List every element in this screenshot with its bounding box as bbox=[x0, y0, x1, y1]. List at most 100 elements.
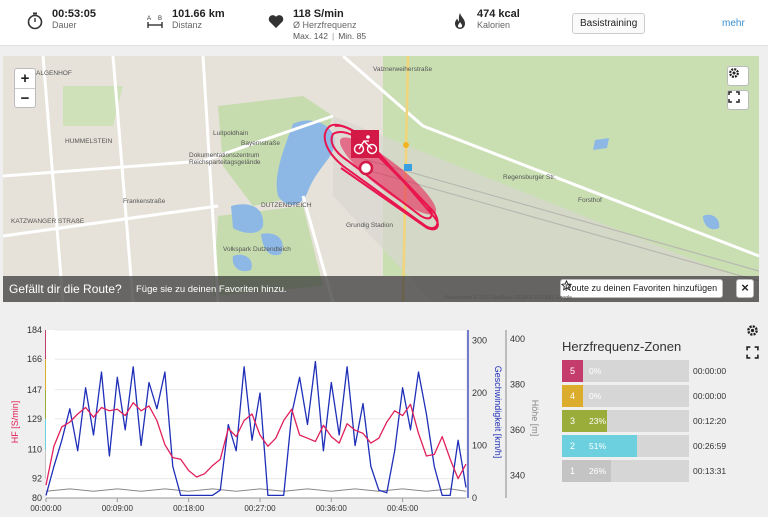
map-label-volkspark: Volkspark Dutzendteich bbox=[223, 246, 291, 253]
zone-bar: 26% bbox=[583, 460, 689, 482]
altitude-tick-label: 360 bbox=[510, 425, 525, 435]
zone-number: 4 bbox=[562, 385, 583, 407]
road-vertical-2 bbox=[111, 56, 135, 302]
distance-label: Distanz bbox=[172, 20, 203, 30]
zone-percent: 51% bbox=[589, 441, 607, 451]
zone-percent: 0% bbox=[589, 366, 602, 376]
calories-value: 474 kcal bbox=[477, 8, 520, 20]
route-map[interactable]: GALGENHOF HUMMELSTEIN Frankenstraße KATZ… bbox=[3, 56, 759, 302]
add-favorite-label: Route zu deinen Favoriten hinzufügen bbox=[565, 283, 718, 293]
zone-time: 00:12:20 bbox=[693, 416, 727, 426]
hr-axis-label: HF [S/min] bbox=[10, 401, 20, 444]
zoom-control: + − bbox=[14, 68, 36, 108]
map-label-galgenhof: GALGENHOF bbox=[31, 70, 72, 77]
banner-text: Füge sie zu deinen Favoriten hinzu. bbox=[136, 284, 287, 295]
zone-percent: 26% bbox=[589, 466, 607, 476]
road-bayernstrasse bbox=[3, 114, 334, 178]
lake-small-2 bbox=[261, 233, 283, 256]
zoom-in-button[interactable]: + bbox=[20, 70, 30, 87]
gear-icon bbox=[746, 324, 758, 336]
more-link[interactable]: mehr bbox=[722, 18, 745, 29]
banner-question: Gefällt dir die Route? bbox=[9, 282, 122, 296]
x-tick-label: 00:18:00 bbox=[173, 504, 205, 512]
speed-tick-label: 0 bbox=[472, 493, 477, 503]
zone-percent: 0% bbox=[589, 391, 602, 401]
altitude-tick-label: 380 bbox=[510, 379, 525, 389]
stat-heart-rate: 118 S/min Ø Herzfrequenz Max. 142 | Min. 8… bbox=[265, 8, 366, 42]
heart-rate-label: Ø Herzfrequenz bbox=[293, 20, 357, 30]
zone-fill bbox=[583, 460, 611, 482]
map-label-valzner: Valznerweiherstraße bbox=[373, 66, 433, 73]
hr-tick-label: 147 bbox=[27, 385, 42, 395]
zone-number: 3 bbox=[562, 410, 583, 432]
heart-rate-min: Min. 85 bbox=[338, 31, 367, 41]
add-favorite-button[interactable]: Route zu deinen Favoriten hinzufügen bbox=[560, 279, 724, 298]
fullscreen-icon bbox=[728, 91, 740, 103]
map-settings-button[interactable] bbox=[727, 66, 749, 86]
altitude-axis-label: Höhe [m] bbox=[530, 400, 540, 437]
x-tick-label: 00:36:00 bbox=[316, 504, 348, 512]
road-vertical-1 bbox=[201, 56, 220, 302]
rail-line-1 bbox=[352, 155, 759, 272]
map-attribution: Kartendaten © 2015 GeoBasis-DE/BKG (©200… bbox=[445, 295, 572, 301]
zone-bar: 51% bbox=[583, 435, 689, 457]
hr-tick-label: 92 bbox=[32, 474, 42, 484]
map-label-grundig-stadion: Grundig Stadion bbox=[346, 222, 393, 229]
map-label-luitpoldhain: Luitpoldhain bbox=[213, 130, 249, 137]
svg-text:A: A bbox=[147, 16, 151, 22]
heart-rate-max: Max. 142 bbox=[293, 31, 328, 41]
zone-time: 00:00:00 bbox=[693, 391, 727, 401]
zone-fill bbox=[583, 435, 638, 457]
zone-fill bbox=[583, 410, 608, 432]
map-label-forsthof: Forsthof bbox=[578, 197, 602, 204]
rail-area bbox=[333, 116, 759, 302]
altitude-tick-label: 400 bbox=[510, 334, 525, 344]
svg-text:B: B bbox=[158, 16, 162, 22]
map-canvas[interactable] bbox=[3, 56, 759, 302]
calories-label: Kalorien bbox=[477, 20, 511, 30]
hr-tick-label: 166 bbox=[27, 354, 42, 364]
map-label-katzwanger: KATZWANGER STRAẞE bbox=[11, 218, 85, 225]
hr-series-line bbox=[45, 402, 467, 486]
map-label-dutzendteich: DUTZENDTEICH bbox=[261, 202, 312, 209]
zone-bar: 0% bbox=[583, 360, 689, 382]
stat-duration: 00:53:05 Dauer bbox=[24, 8, 96, 34]
stopwatch-icon bbox=[24, 8, 46, 34]
close-banner-button[interactable]: × bbox=[736, 279, 754, 298]
map-fullscreen-button[interactable] bbox=[727, 90, 749, 110]
x-tick-label: 00:45:00 bbox=[387, 504, 419, 512]
hr-tick-label: 110 bbox=[28, 445, 42, 455]
road-regensburger bbox=[422, 124, 759, 258]
zone-row: 3 23% 00:12:20 bbox=[562, 410, 758, 432]
hr-zones-title: Herzfrequenz-Zonen bbox=[562, 339, 682, 354]
altitude-tick-label: 340 bbox=[510, 470, 525, 480]
speed-tick-label: 300 bbox=[472, 336, 487, 346]
zoom-out-button[interactable]: − bbox=[15, 88, 35, 107]
chart-fullscreen-button[interactable] bbox=[741, 342, 763, 362]
hr-tick-label: 129 bbox=[27, 414, 42, 424]
map-label-bayernstrasse: Bayernstraße bbox=[241, 140, 281, 147]
x-tick-label: 00:09:00 bbox=[102, 504, 134, 512]
speed-tick-label: 100 bbox=[472, 441, 487, 451]
zone-number: 2 bbox=[562, 435, 583, 457]
chart-settings-button[interactable] bbox=[741, 320, 763, 340]
minmax-separator: | bbox=[331, 31, 335, 41]
zone-number: 1 bbox=[562, 460, 583, 482]
zone-time: 00:00:00 bbox=[693, 366, 727, 376]
lake-dutzendteich bbox=[276, 120, 336, 206]
zone-time: 00:26:59 bbox=[693, 441, 727, 451]
station-marker bbox=[404, 164, 412, 171]
heart-rate-value: 118 S/min bbox=[293, 8, 344, 20]
small-park bbox=[63, 86, 123, 126]
training-type-button[interactable]: Basistraining bbox=[572, 13, 646, 34]
lake-small bbox=[231, 204, 264, 233]
zone-percent: 23% bbox=[589, 416, 607, 426]
route-start-marker bbox=[358, 160, 374, 176]
hr-tick-label: 80 bbox=[32, 493, 42, 503]
fullscreen-icon bbox=[745, 345, 759, 359]
flame-icon bbox=[449, 8, 471, 34]
star-icon bbox=[561, 280, 572, 291]
zone-row: 4 0% 00:00:00 bbox=[562, 385, 758, 407]
